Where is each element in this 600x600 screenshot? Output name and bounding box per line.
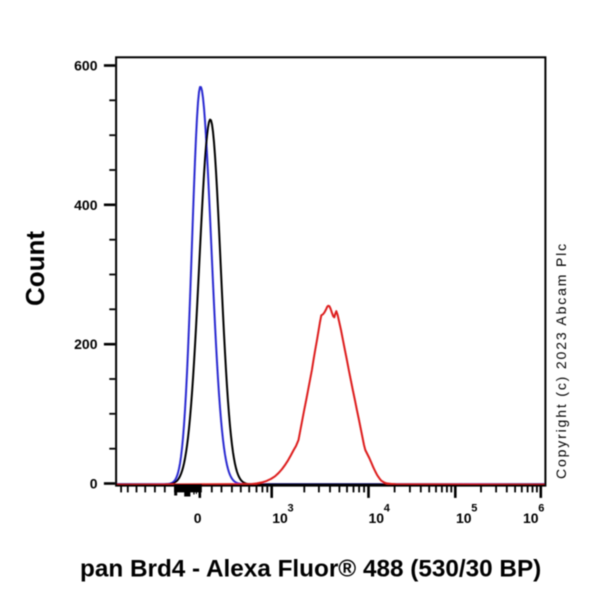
svg-text:0: 0 [90,476,98,492]
svg-text:Copyright (c) 2023 Abcam Plc: Copyright (c) 2023 Abcam Plc [553,242,569,479]
svg-text:3: 3 [288,503,294,515]
svg-text:0: 0 [194,510,202,526]
svg-text:pan Brd4 - Alexa Fluor® 488 (5: pan Brd4 - Alexa Fluor® 488 (530/30 BP) [80,556,541,583]
svg-text:200: 200 [74,336,98,352]
svg-text:5: 5 [471,503,477,515]
svg-text:Count: Count [20,231,50,306]
svg-text:600: 600 [74,58,98,74]
svg-text:400: 400 [74,197,98,213]
svg-text:10: 10 [272,510,288,526]
svg-text:10: 10 [369,510,385,526]
svg-text:6: 6 [538,503,544,515]
svg-text:10: 10 [456,510,472,526]
svg-text:10: 10 [523,510,539,526]
svg-text:4: 4 [384,503,391,515]
